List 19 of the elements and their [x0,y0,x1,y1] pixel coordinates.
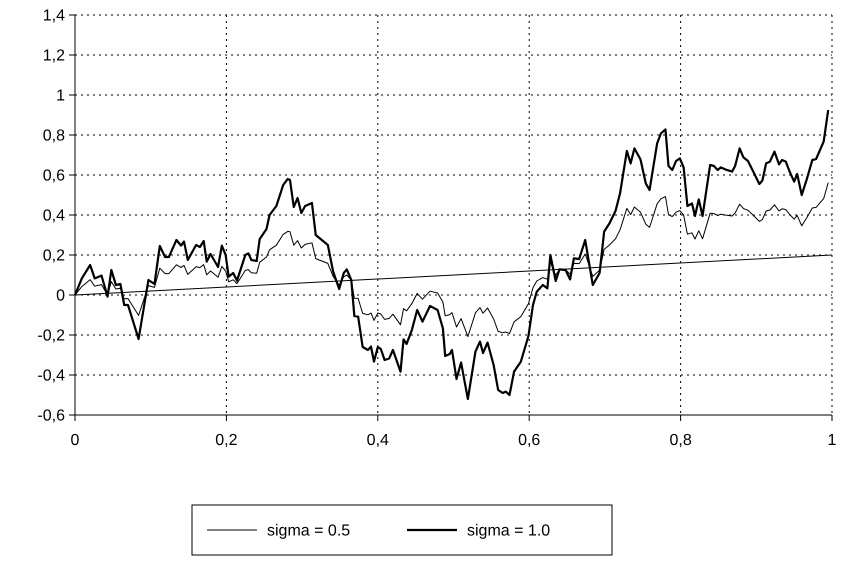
x-tick-label: 0,2 [215,432,238,449]
y-tick-label: 0,4 [42,208,66,225]
y-tick-label: 1,2 [42,48,66,65]
y-tick-label: -0,2 [37,328,66,345]
x-tick-label: 0,4 [366,432,390,449]
x-tick-label: 1 [828,432,837,449]
legend-label: sigma = 1.0 [467,522,550,540]
y-tick-label: 1 [56,88,66,105]
x-tick-label: 0,8 [669,432,692,449]
y-tick-label: -0,6 [37,408,66,425]
y-tick-label: -0,4 [37,368,66,385]
y-tick-label: 0,8 [42,128,66,145]
y-tick-label: 1,4 [42,8,66,25]
y-tick-label: 0,2 [42,248,66,265]
legend-label: sigma = 0.5 [267,522,350,540]
y-tick-label: 0 [56,288,66,305]
x-tick-label: 0 [70,432,80,449]
x-tick-label: 0,6 [518,432,540,449]
y-tick-label: 0,6 [42,168,66,185]
